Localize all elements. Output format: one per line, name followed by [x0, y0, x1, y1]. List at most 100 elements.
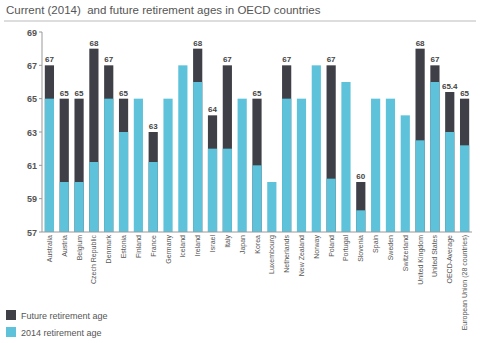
x-tick-label: United States — [431, 235, 438, 278]
x-tick-label: France — [150, 235, 157, 257]
x-tick-label: Belgium — [76, 235, 84, 260]
x-axis — [42, 232, 472, 233]
data-label: 65 — [60, 89, 69, 98]
bar — [223, 149, 232, 232]
x-tick-label: Sweden — [387, 235, 394, 260]
data-label: 65 — [253, 89, 262, 98]
y-tick-label: 57 — [27, 228, 37, 238]
bar — [149, 162, 158, 232]
y-tick-label: 67 — [27, 61, 37, 71]
bar — [371, 99, 380, 232]
bar — [74, 182, 83, 232]
x-tick-label: Poland — [328, 235, 335, 257]
data-label: 67 — [45, 55, 54, 64]
x-tick-label: Netherlands — [283, 235, 290, 273]
x-tick-label: Slovenia — [357, 235, 364, 262]
data-label: 60 — [356, 172, 365, 181]
bar — [341, 82, 350, 232]
x-tick-label: Ireland — [194, 235, 201, 257]
bar — [327, 179, 336, 232]
chart-svg: Current (2014) and future retirement age… — [0, 0, 480, 343]
bar — [430, 65, 439, 232]
bar — [267, 182, 276, 232]
x-tick-label: Iceland — [179, 235, 186, 258]
bar — [119, 132, 128, 232]
bar — [74, 99, 83, 232]
x-tick-label: Switzerland — [402, 235, 409, 271]
bar — [119, 99, 128, 232]
y-axis — [42, 32, 43, 232]
data-label: 67 — [430, 55, 439, 64]
bar — [208, 149, 217, 232]
data-label: 65.4 — [442, 82, 458, 91]
bar — [193, 49, 202, 232]
data-label: 68 — [89, 39, 98, 48]
bar — [356, 182, 365, 232]
data-label: 63 — [149, 122, 158, 131]
bar — [401, 115, 410, 232]
x-tick-label: New Zealand — [298, 235, 305, 276]
data-label: 65 — [119, 89, 128, 98]
x-tick-label: Norway — [313, 235, 321, 259]
bar — [445, 132, 454, 232]
bars — [45, 49, 469, 232]
legend-swatch — [6, 327, 16, 337]
x-tick-label: Korea — [254, 235, 261, 254]
x-tick-label: OECD-Average — [446, 235, 454, 284]
y-tick-label: 59 — [27, 194, 37, 204]
y-tick-label: 65 — [27, 94, 37, 104]
bar — [312, 65, 321, 232]
bar — [356, 210, 365, 232]
bar — [252, 165, 261, 232]
bar — [416, 49, 425, 232]
x-tick-label: Italy — [224, 235, 232, 248]
data-label: 65 — [75, 89, 84, 98]
data-label: 65 — [460, 89, 469, 98]
x-tick-label: European Union (28 countries) — [461, 235, 469, 330]
y-tick-label: 69 — [27, 28, 37, 38]
bar — [104, 65, 113, 232]
data-label: 68 — [416, 39, 425, 48]
y-tick-label: 63 — [27, 128, 37, 138]
x-tick-label: Austria — [61, 235, 68, 257]
bar — [104, 99, 113, 232]
bar — [445, 92, 454, 232]
legend-label: 2014 retirement age — [21, 328, 102, 338]
bar — [134, 99, 143, 232]
bar — [193, 82, 202, 232]
bar — [460, 145, 469, 232]
bar — [45, 65, 54, 232]
data-label: 67 — [327, 55, 336, 64]
bar — [223, 65, 232, 232]
legend-label: Future retirement age — [21, 311, 108, 321]
bar — [178, 65, 187, 232]
x-tick-label: United Kingdom — [417, 235, 425, 285]
bar — [149, 132, 158, 232]
bar — [163, 99, 172, 232]
bar — [460, 99, 469, 232]
title: Current (2014) and future retirement age… — [6, 4, 321, 16]
bar — [208, 115, 217, 232]
bar — [430, 82, 439, 232]
x-tick-label: Germany — [165, 235, 173, 264]
bar — [327, 65, 336, 232]
x-tick-label: Finland — [135, 235, 142, 258]
x-tick-label: Israel — [209, 235, 216, 253]
data-label: 68 — [193, 39, 202, 48]
x-tick-label: Czech Republic — [90, 235, 98, 285]
x-tick-label: Australia — [46, 235, 53, 262]
legend-swatch — [6, 310, 16, 320]
bar — [282, 99, 291, 232]
bar — [45, 99, 54, 232]
data-label: 67 — [223, 55, 232, 64]
bar — [60, 99, 69, 232]
x-tick-label: Estonia — [120, 235, 127, 258]
x-tick-label: Japan — [239, 235, 247, 254]
bar — [282, 65, 291, 232]
bar — [386, 99, 395, 232]
y-tick-label: 61 — [27, 161, 37, 171]
bar — [238, 99, 247, 232]
x-tick-label: Luxembourg — [268, 235, 276, 274]
x-tick-label: Portugal — [342, 235, 350, 262]
bar — [252, 99, 261, 232]
